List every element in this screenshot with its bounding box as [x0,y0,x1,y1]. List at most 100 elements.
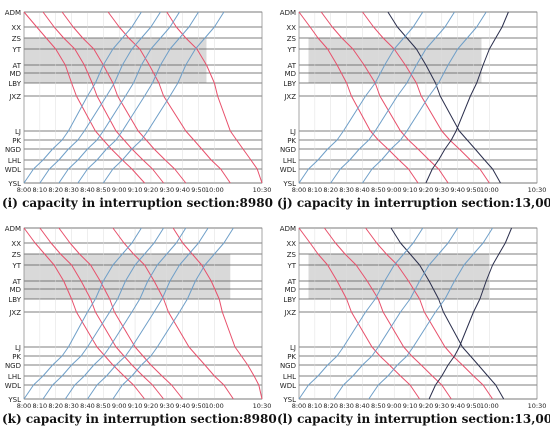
timetable-panel-l: ADM XX ZS YT AT MD LBY JXZ LJ PK NGD LHL WDL YSL 8:00 8… [275,216,550,432]
panel-caption-k: (k) capacity in interruption section:898… [2,412,277,426]
time-tick-label: 9:50 [466,186,481,194]
time-tick-label: 8:20 [48,402,63,410]
station-label: MD [285,286,296,294]
station-label: XX [286,240,296,248]
time-tick-label: 8:30 [64,402,79,410]
time-tick-label: 9:40 [175,402,190,410]
time-tick-label: 9:50 [191,402,206,410]
station-label: AT [287,278,296,286]
station-label: AT [287,62,296,70]
time-tick-label: 10:00 [480,186,499,194]
interruption-zone [308,254,490,299]
station-label: LBY [8,80,21,88]
station-label: MD [285,70,296,78]
time-tick-label: 8:00 [292,402,307,410]
station-label: JXZ [283,93,296,101]
time-tick-label: 10:30 [253,402,272,410]
timetable-panel-j: ADM XX ZS YT AT MD LBY JXZ LJ PK NGD LHL WDL YSL 8:00 8… [275,0,550,216]
time-tick-label: 8:20 [48,186,63,194]
time-tick-label: 9:00 [387,186,402,194]
station-label: WDL [5,382,21,390]
train-path-blue [333,227,459,400]
time-tick-label: 9:00 [112,402,127,410]
train-path-red [39,227,164,400]
plot-frame [298,227,538,400]
train-path-red [42,11,164,184]
time-tick-label: 10:00 [205,402,224,410]
station-label: JXZ [283,309,296,317]
time-tick-label: 10:00 [480,402,499,410]
train-path-blue [58,11,180,184]
time-tick-label: 10:00 [205,186,224,194]
plot-frame [23,11,263,184]
time-tick-label: 9:40 [450,402,465,410]
station-label: NGD [5,362,21,370]
train-path-blue [298,11,424,184]
time-tick-label: 9:30 [434,402,449,410]
time-tick-label: 8:00 [292,186,307,194]
time-tick-label: 8:30 [339,402,354,410]
train-path-blue [330,11,455,184]
station-label: XX [286,24,296,32]
train-path-blue [77,11,199,184]
time-tick-label: 9:20 [419,402,434,410]
train-path-dark [390,227,505,400]
train-path-blue [39,11,161,184]
time-tick-label: 9:00 [112,186,127,194]
station-label: YSL [7,180,21,188]
station-label: ZS [12,35,22,43]
train-path-dark [425,11,509,184]
train-path-red [112,227,234,400]
train-path-red [365,227,494,400]
station-label: LJ [15,128,21,136]
station-label: ADM [5,9,21,17]
time-tick-label: 8:40 [355,402,370,410]
train-path-red [58,227,184,400]
train-path-red [323,227,452,400]
panel-caption-l: (l) capacity in interruption section:13,… [277,412,550,426]
station-label: PK [12,353,21,361]
panel-caption-j: (j) capacity in interruption section:13,… [277,196,550,210]
timetable-panel-k: ADM XX ZS YT AT MD LBY JXZ LJ PK NGD LHL WDL YSL 8:00 8… [0,216,277,432]
station-label: AT [12,62,21,70]
time-tick-label: 9:10 [128,402,143,410]
station-label: WDL [280,166,296,174]
time-tick-label: 8:00 [17,186,32,194]
train-path-red [107,11,231,184]
train-path-blue [298,227,424,400]
station-label: NGD [280,146,296,154]
time-tick-label: 10:30 [528,186,547,194]
time-tick-label: 8:50 [371,402,386,410]
time-tick-label: 9:30 [434,186,449,194]
train-path-red [23,227,145,400]
train-path-red [298,11,419,184]
time-tick-label: 9:30 [159,186,174,194]
train-path-red [172,227,263,400]
station-label: ADM [280,9,296,17]
time-tick-label: 8:20 [323,402,338,410]
time-tick-label: 9:40 [450,186,465,194]
station-label: LHL [8,373,21,381]
train-path-red [61,11,187,184]
panel-caption-i: (i) capacity in interruption section:898… [2,196,273,210]
time-tick-label: 8:50 [96,402,111,410]
train-path-red [320,11,449,184]
plot-frame [23,227,263,400]
station-label: PK [287,137,296,145]
station-label: YT [11,46,21,54]
train-path-blue [362,11,487,184]
station-label: NGD [5,146,21,154]
time-tick-label: 8:10 [308,402,323,410]
station-label: JXZ [8,309,21,317]
station-label: LJ [290,128,296,136]
time-tick-label: 9:20 [419,186,434,194]
station-label: YSL [7,396,21,404]
station-label: MD [10,70,21,78]
time-tick-label: 8:40 [80,402,95,410]
station-label: YT [286,46,296,54]
station-label: LBY [8,296,21,304]
station-label: ZS [287,251,297,259]
station-label: PK [12,137,21,145]
